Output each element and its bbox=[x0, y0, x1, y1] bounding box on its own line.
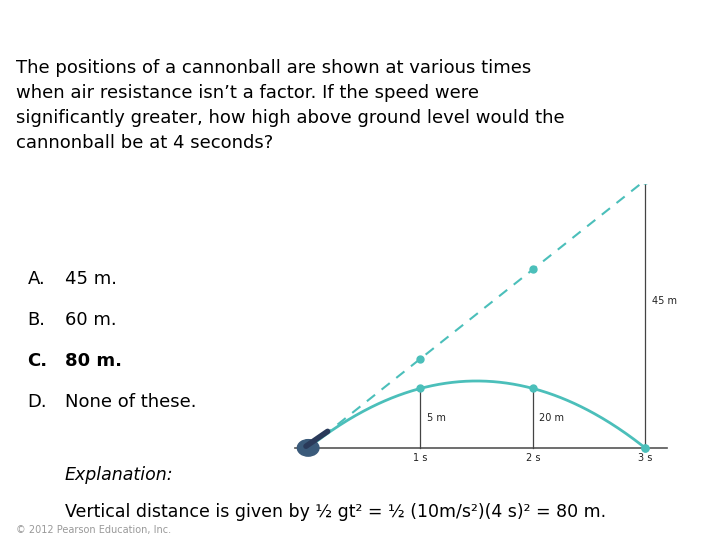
Text: 3 s: 3 s bbox=[638, 453, 652, 463]
Text: 2 s: 2 s bbox=[526, 453, 540, 463]
Text: 20 m: 20 m bbox=[539, 413, 564, 423]
Text: Conceptual Physical Science 5e — Chapter 4: Conceptual Physical Science 5e — Chapter… bbox=[9, 11, 458, 29]
Text: D.: D. bbox=[27, 393, 47, 411]
Text: 80 m.: 80 m. bbox=[65, 352, 122, 370]
Text: 5 m: 5 m bbox=[427, 413, 446, 423]
Text: 45 m: 45 m bbox=[652, 296, 677, 306]
Text: 60 m.: 60 m. bbox=[65, 310, 117, 329]
Text: 1 s: 1 s bbox=[413, 453, 428, 463]
Text: © 2012 Pearson Education, Inc.: © 2012 Pearson Education, Inc. bbox=[16, 525, 171, 535]
Text: A.: A. bbox=[27, 269, 45, 288]
Text: 45 m.: 45 m. bbox=[65, 269, 117, 288]
Text: C.: C. bbox=[27, 352, 48, 370]
Text: None of these.: None of these. bbox=[65, 393, 197, 411]
Text: Explanation:: Explanation: bbox=[65, 466, 174, 484]
Circle shape bbox=[297, 440, 319, 456]
Text: B.: B. bbox=[27, 310, 45, 329]
Text: The positions of a cannonball are shown at various times
when air resistance isn: The positions of a cannonball are shown … bbox=[16, 59, 564, 152]
Text: Vertical distance is given by ½ gt² = ½ (10m/s²)(4 s)² = 80 m.: Vertical distance is given by ½ gt² = ½ … bbox=[65, 503, 606, 522]
